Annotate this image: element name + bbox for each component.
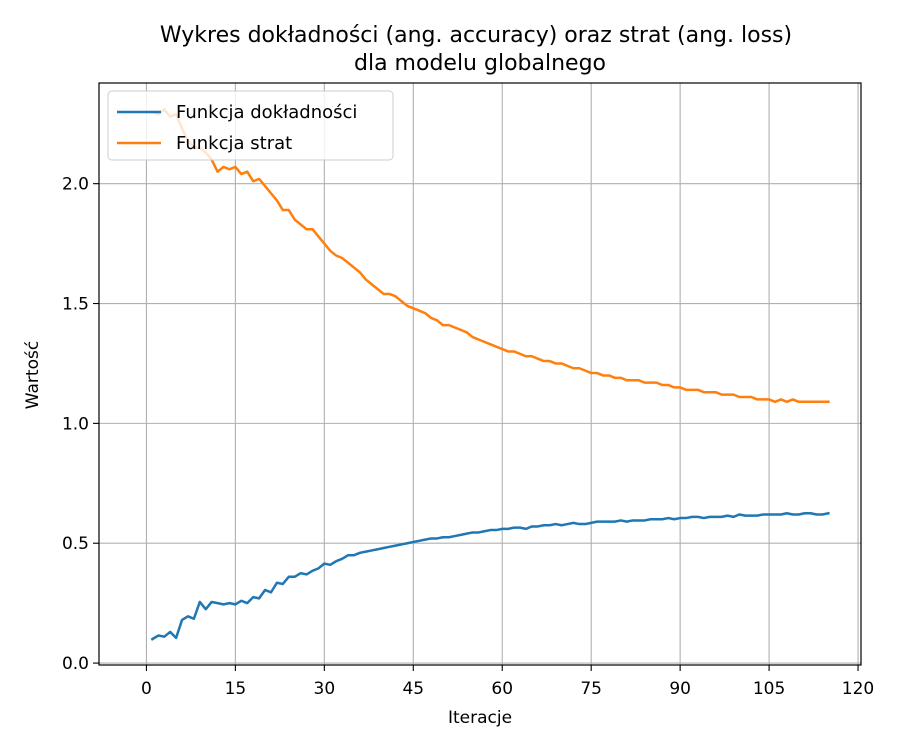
x-tick-label: 30 xyxy=(314,679,336,699)
legend: Funkcja dokładności Funkcja strat xyxy=(107,90,394,161)
y-tick-label: 1.5 xyxy=(62,295,89,315)
x-tick-label: 45 xyxy=(402,679,424,699)
y-tick-label: 1.0 xyxy=(62,414,89,434)
legend-label-accuracy: Funkcja dokładności xyxy=(176,102,357,123)
x-axis-label: Iteracje xyxy=(448,708,512,728)
y-axis-label: Wartość xyxy=(23,341,43,409)
x-tick-label: 90 xyxy=(669,679,691,699)
x-tick-label: 120 xyxy=(842,679,874,699)
x-tick-label: 60 xyxy=(491,679,513,699)
x-tick-label: 15 xyxy=(225,679,247,699)
y-tick-label: 2.0 xyxy=(62,175,89,195)
legend-label-loss: Funkcja strat xyxy=(176,133,292,154)
legend-box xyxy=(107,90,394,161)
loss-series-line xyxy=(150,108,830,404)
axis-ticks: 0 15 30 45 60 75 90 105 120 0.0 0.5 1.0 1.5 2.0 xyxy=(62,175,874,699)
x-tick-label: 75 xyxy=(580,679,602,699)
chart-title-line-2: dla modelu globalnego xyxy=(354,51,606,76)
y-tick-label: 0.5 xyxy=(62,534,89,554)
plot-area-frame xyxy=(98,82,862,666)
gridlines xyxy=(99,83,861,665)
y-tick-label: 0.0 xyxy=(62,654,89,674)
x-tick-label: 105 xyxy=(753,679,785,699)
series-lines xyxy=(150,108,830,641)
chart-title-line-1: Wykres dokładności (ang. accuracy) oraz … xyxy=(160,23,792,48)
accuracy-series-line xyxy=(150,511,830,641)
x-tick-label: 0 xyxy=(141,679,152,699)
